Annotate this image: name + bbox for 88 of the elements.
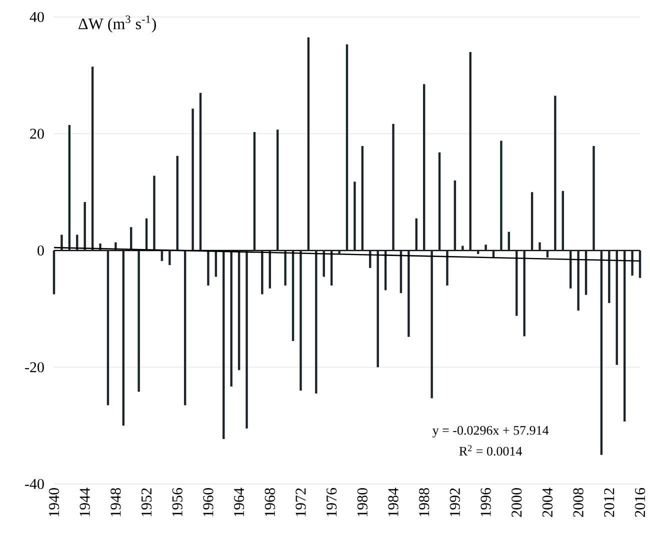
bar [246, 250, 248, 429]
bar [261, 250, 264, 294]
bar [276, 130, 279, 250]
x-tick-label: 1960 [203, 488, 214, 516]
bar [315, 250, 318, 394]
x-tick-label: 1984 [388, 488, 398, 516]
x-tick-label: 1956 [172, 488, 182, 516]
bar [577, 250, 580, 311]
bar [222, 250, 225, 440]
x-tick-label: 1988 [419, 488, 430, 516]
x-tick-label: 1996 [480, 488, 491, 516]
bar [354, 182, 356, 250]
bar [408, 250, 410, 337]
bar [469, 52, 472, 250]
bar [361, 146, 364, 250]
y-tick-label: -20 [25, 362, 44, 372]
bar [523, 250, 526, 336]
x-tick-label: 1976 [326, 488, 337, 516]
x-tick-label: 1944 [80, 488, 90, 516]
bar [423, 84, 426, 250]
x-tick-label: 1992 [450, 488, 460, 516]
x-tick-label: 2016 [634, 488, 646, 517]
bar [91, 66, 94, 250]
bar [184, 250, 186, 406]
bar [346, 44, 348, 250]
x-tick-label: 1948 [110, 488, 121, 516]
bar [168, 250, 171, 266]
bar [562, 190, 564, 250]
bar [292, 250, 294, 341]
bar [500, 140, 502, 250]
bar [430, 250, 433, 398]
x-tick-label: 1964 [234, 488, 244, 516]
bar [207, 250, 210, 286]
x-tick-label: 2008 [573, 488, 584, 517]
bar [192, 108, 194, 250]
bar [338, 250, 340, 254]
bar [153, 176, 156, 250]
bar [230, 250, 232, 387]
bar [138, 250, 140, 392]
y-tick-label: 0 [38, 245, 44, 256]
bar [608, 250, 610, 304]
bar [284, 250, 286, 286]
x-tick-label: 1940 [48, 488, 60, 516]
bar [415, 218, 418, 250]
bar [176, 156, 178, 250]
annotation: y = -0.0296x + 57.914 [432, 426, 549, 438]
bar [631, 250, 634, 276]
bar [454, 180, 456, 250]
x-tick-label: 2000 [512, 488, 522, 517]
bar [446, 250, 448, 286]
bar [122, 250, 124, 426]
bar [199, 92, 202, 250]
bar [84, 202, 86, 250]
y-tick-label: 20 [30, 128, 44, 139]
x-tick-label: 1968 [264, 488, 275, 516]
bar [300, 250, 302, 391]
bar [376, 250, 379, 368]
bar [438, 152, 441, 250]
x-tick-label: 1952 [141, 488, 152, 516]
x-tick-label: 2004 [542, 488, 553, 517]
bar [484, 244, 487, 250]
bar [160, 250, 164, 262]
x-tick-label: 1980 [357, 488, 368, 516]
bar [476, 250, 480, 254]
bar [623, 250, 626, 422]
bar [616, 250, 618, 365]
y-tick-label: -40 [25, 478, 44, 490]
bar [508, 232, 510, 250]
x-tick-label: 2012 [604, 488, 614, 517]
bar [68, 124, 71, 250]
bar [106, 250, 110, 406]
bar [392, 124, 394, 250]
bar [307, 37, 310, 250]
bar [462, 246, 464, 250]
annotation: R$^{2}$ = 0.0014 [459, 445, 522, 456]
bar [600, 250, 603, 455]
bar [253, 132, 256, 250]
y-axis-title: ΔW (m$^{3}$ s$^{-1}$) [78, 15, 156, 33]
bar [238, 250, 240, 370]
x-tick-label: 1972 [296, 488, 306, 516]
bar [554, 96, 556, 250]
bar [592, 146, 595, 250]
y-tick-label: 40 [30, 12, 44, 22]
bar [60, 234, 63, 250]
bar [530, 192, 534, 250]
bar [538, 242, 541, 250]
bar [52, 250, 56, 294]
bar [546, 250, 549, 258]
